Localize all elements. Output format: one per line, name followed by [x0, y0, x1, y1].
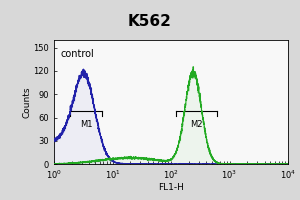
Text: M1: M1 — [80, 120, 92, 129]
Y-axis label: Counts: Counts — [23, 86, 32, 118]
Text: M2: M2 — [190, 120, 203, 129]
Text: K562: K562 — [128, 14, 172, 29]
X-axis label: FL1-H: FL1-H — [158, 183, 184, 192]
Text: control: control — [61, 49, 94, 59]
